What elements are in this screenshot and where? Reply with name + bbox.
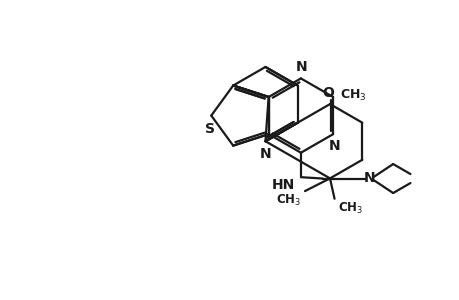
Text: HN: HN [272,178,295,192]
Text: CH$_3$: CH$_3$ [337,201,363,216]
Text: N: N [295,60,307,74]
Text: S: S [205,122,215,136]
Text: CH$_3$: CH$_3$ [339,88,365,103]
Text: N: N [328,139,339,153]
Text: N: N [259,147,271,161]
Text: CH$_3$: CH$_3$ [276,193,301,208]
Text: O: O [321,86,333,100]
Text: N: N [363,171,375,184]
